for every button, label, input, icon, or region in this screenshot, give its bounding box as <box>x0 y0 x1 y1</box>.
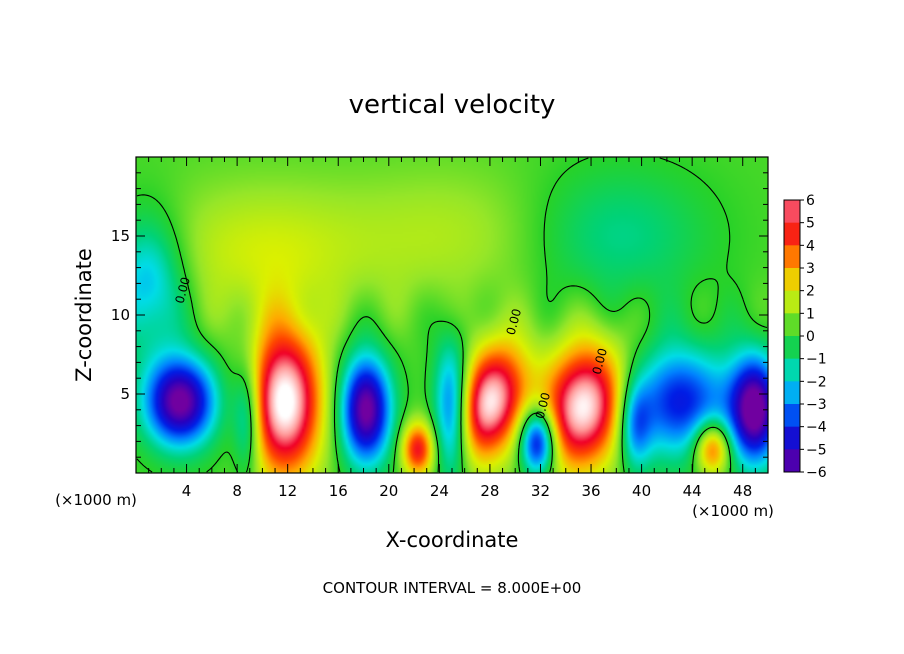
colorbar-swatch <box>784 336 800 360</box>
contour-interval-note: CONTOUR INTERVAL = 8.000E+00 <box>323 579 582 597</box>
x-unit-label-left: (×1000 m) <box>55 491 137 509</box>
x-tick-label: 20 <box>379 482 398 500</box>
colorbar-swatch <box>784 358 800 382</box>
colorbar-label: 1 <box>806 306 815 322</box>
contour-label-3: 0.00 <box>590 347 610 376</box>
colorbar-label: 5 <box>806 216 815 232</box>
x-tick-label: 28 <box>480 482 499 500</box>
colorbar-swatch <box>784 449 800 473</box>
colorbar-label: 3 <box>806 261 815 277</box>
heatmap-field <box>136 157 768 473</box>
x-tick-label: 4 <box>182 482 192 500</box>
x-tick-label: 48 <box>733 482 752 500</box>
x-tick-label: 32 <box>531 482 550 500</box>
y-tick-label: 10 <box>111 306 130 324</box>
contour-label-2: 0.00 <box>533 391 553 420</box>
chart-title: vertical velocity <box>349 90 556 120</box>
y-axis-label: Z-coordinate <box>72 248 96 382</box>
x-tick-label: 40 <box>632 482 651 500</box>
contour-label-1: 0.00 <box>504 307 524 336</box>
contour-lines: 0.00 0.00 0.00 0.00 <box>136 157 768 473</box>
colorbar-swatch <box>784 313 800 337</box>
x-axis-label: X-coordinate <box>386 528 519 552</box>
colorbar-label: −5 <box>806 442 827 458</box>
y-axis: 5 10 15 <box>111 172 768 458</box>
contour-label-0: 0.00 <box>172 276 192 305</box>
colorbar-swatch <box>784 200 800 224</box>
colorbar-label: 4 <box>806 238 815 254</box>
contour-zero <box>136 157 768 473</box>
x-tick-label: 12 <box>278 482 297 500</box>
x-tick-label: 24 <box>430 482 449 500</box>
colorbar-label: 2 <box>806 284 815 300</box>
colorbar-swatch <box>784 268 800 292</box>
colorbar-swatch <box>784 245 800 269</box>
colorbar-label: 6 <box>806 193 815 209</box>
x-tick-label: 16 <box>329 482 348 500</box>
y-tick-label: 15 <box>111 227 130 245</box>
colorbar-label: −2 <box>806 374 827 390</box>
colorbar-swatch <box>784 381 800 405</box>
colorbar-label: −1 <box>806 352 827 368</box>
colorbar-label: −3 <box>806 397 827 413</box>
x-axis: 4 8 12 16 20 24 28 32 36 40 44 48 <box>148 157 756 500</box>
colorbar-swatch <box>784 290 800 314</box>
colorbar: 6 5 4 3 2 1 0 −1 −2 −3 −4 −5 −6 <box>783 193 827 481</box>
colorbar-label: −6 <box>806 465 827 481</box>
x-tick-label: 8 <box>232 482 242 500</box>
colorbar-swatch <box>784 404 800 428</box>
y-tick-label: 5 <box>120 385 130 403</box>
x-unit-label-right: (×1000 m) <box>692 502 774 520</box>
colorbar-swatch <box>784 222 800 246</box>
x-tick-label: 44 <box>683 482 702 500</box>
colorbar-label: 0 <box>806 329 815 345</box>
x-tick-label: 36 <box>581 482 600 500</box>
colorbar-label: −4 <box>806 420 827 436</box>
colorbar-swatch <box>784 426 800 450</box>
